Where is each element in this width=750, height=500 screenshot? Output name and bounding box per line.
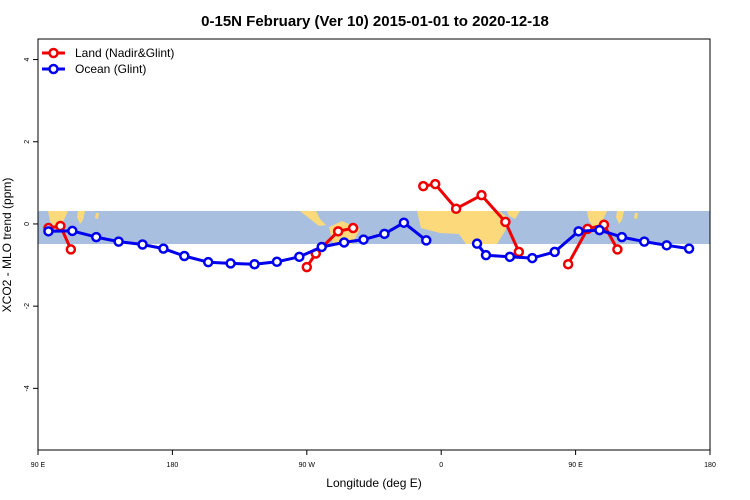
series-ocean-point	[137, 239, 148, 250]
series-ocean-point	[90, 231, 102, 243]
series-ocean-point	[549, 246, 560, 258]
series-ocean-point	[398, 217, 410, 228]
series-ocean-point	[616, 231, 628, 243]
series-ocean-point	[480, 249, 492, 261]
x-tick-label: 90 E	[568, 462, 583, 469]
series-land-point	[562, 258, 574, 270]
series-ocean-point	[471, 238, 483, 249]
series-land-point	[65, 244, 77, 255]
land-africa	[417, 211, 510, 244]
land-india	[48, 211, 68, 229]
series-land-line	[305, 226, 354, 268]
series-ocean-point	[594, 224, 605, 236]
series-ocean-point	[338, 237, 350, 248]
series-layer	[43, 178, 695, 273]
y-tick-label: -4	[24, 385, 31, 391]
series-ocean-point	[421, 235, 432, 246]
series-land-point	[612, 244, 623, 255]
series-land-point	[301, 261, 313, 273]
land-southeast-asia-repeat	[616, 211, 624, 224]
series-ocean-point	[294, 251, 305, 263]
series-ocean-point	[179, 250, 190, 262]
x-tick-label: 0	[439, 462, 443, 469]
x-axis: 90 E 180 90 W 0 90 E 180	[31, 450, 716, 469]
series-land-point	[513, 246, 525, 258]
x-tick-label: 180	[167, 462, 179, 469]
legend-entry-ocean: Ocean (Glint)	[42, 62, 146, 76]
series-land-point	[429, 178, 441, 190]
y-tick-label: -2	[24, 303, 31, 309]
series-ocean-point	[202, 256, 214, 268]
y-tick-label: 4	[24, 58, 31, 62]
series-ocean-point	[113, 236, 124, 247]
land-central-america	[300, 211, 326, 226]
legend: Land (Nadir&Glint) Ocean (Glint)	[42, 46, 174, 76]
land-philippines	[95, 213, 99, 219]
x-axis-label: Longitude (deg E)	[326, 476, 421, 490]
series-land	[43, 178, 623, 273]
land-southeast-asia	[77, 211, 85, 224]
series-land-point	[418, 180, 429, 192]
series-ocean-point	[358, 234, 369, 245]
legend-ocean-marker	[48, 63, 59, 75]
ocean-band	[38, 211, 710, 244]
series-land-point	[500, 216, 511, 228]
x-tick-label: 90 W	[299, 462, 316, 469]
x-tick-label: 180	[704, 462, 716, 469]
series-ocean-point	[316, 241, 327, 253]
series-ocean-point	[639, 236, 650, 247]
y-axis-label: XCO2 - MLO trend (ppm)	[0, 178, 14, 313]
x-tick-label: 90 E	[31, 462, 46, 469]
map-band	[38, 211, 710, 244]
land-arabia	[507, 211, 520, 219]
series-ocean-point	[379, 228, 390, 240]
legend-ocean-label: Ocean (Glint)	[75, 62, 146, 76]
series-land-point	[332, 226, 344, 237]
chart-title: 0-15N February (Ver 10) 2015-01-01 to 20…	[201, 13, 549, 30]
series-ocean-point	[158, 243, 169, 254]
plot-frame	[37, 38, 711, 451]
y-tick-label: 0	[24, 222, 31, 226]
series-ocean-point	[43, 226, 54, 237]
land-india-repeat	[587, 211, 607, 229]
series-land-point	[55, 220, 66, 232]
series-ocean	[43, 217, 695, 270]
y-axis: -4 -2 0 2 4	[24, 58, 38, 391]
series-ocean-point	[504, 251, 516, 263]
series-ocean-point	[67, 225, 78, 237]
series-ocean-point	[573, 226, 584, 237]
legend-land-label: Land (Nadir&Glint)	[75, 46, 174, 60]
series-ocean-point	[249, 258, 260, 270]
series-ocean-point	[683, 243, 695, 254]
series-ocean-point	[661, 240, 672, 251]
legend-entry-land: Land (Nadir&Glint)	[42, 46, 174, 60]
series-ocean-point	[271, 256, 283, 268]
legend-land-marker	[48, 47, 59, 59]
series-land-point	[347, 222, 359, 234]
series-ocean-point	[225, 258, 236, 269]
series-land-point	[450, 203, 462, 214]
land-philippines-repeat	[634, 213, 638, 219]
y-tick-label: 2	[24, 140, 31, 144]
series-ocean-point	[527, 252, 538, 264]
series-land-point	[476, 189, 487, 201]
